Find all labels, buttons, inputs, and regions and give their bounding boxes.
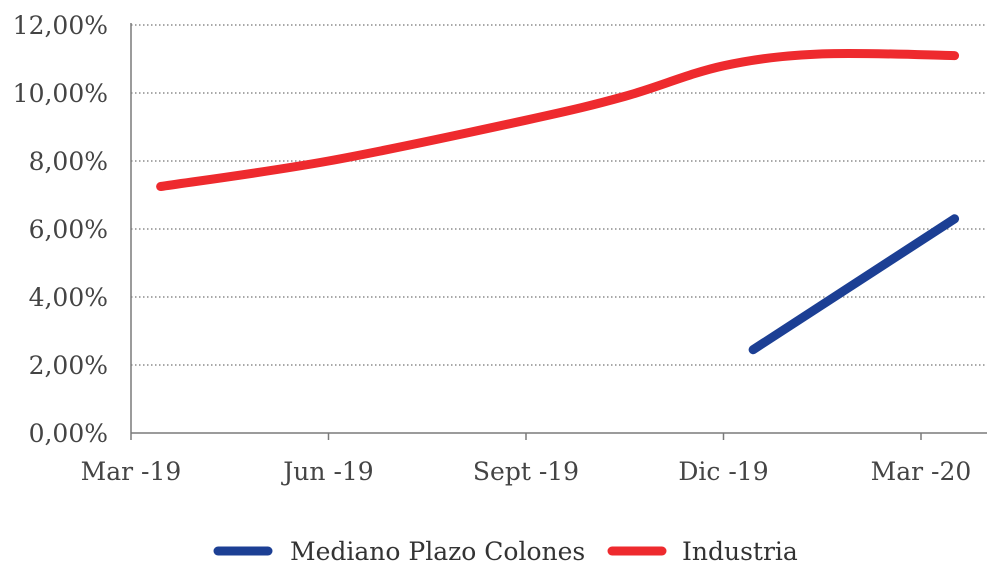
x-tick-label: Dic -19 — [678, 457, 768, 486]
x-tick-label: Jun -19 — [280, 457, 373, 486]
x-tick-label: Mar -20 — [871, 457, 972, 486]
x-tick-labels: Mar -19 Jun -19 Sept -19 Dic -19 Mar -20 — [81, 457, 972, 486]
legend-label: Industria — [682, 537, 798, 563]
y-tick-labels: 0,00% 2,00% 4,00% 6,00% 8,00% 10,00% 12,00% — [13, 11, 108, 448]
series-line-mediano-plazo-colones — [748, 214, 960, 355]
y-tick-label: 12,00% — [13, 11, 108, 40]
y-tick-label: 8,00% — [29, 147, 108, 176]
legend-label: Mediano Plazo Colones — [290, 537, 585, 563]
y-tick-label: 10,00% — [13, 79, 108, 108]
y-tick-label: 0,00% — [29, 419, 108, 448]
legend: Mediano Plazo Colones Industria — [213, 537, 798, 563]
series-line-industria — [156, 48, 960, 191]
y-tick-label: 2,00% — [29, 351, 108, 380]
x-tick-label: Sept -19 — [473, 457, 579, 486]
series-lines — [156, 48, 960, 355]
axes — [130, 23, 987, 440]
y-tick-label: 6,00% — [29, 215, 108, 244]
y-tick-label: 4,00% — [29, 283, 108, 312]
gridlines — [131, 24, 987, 366]
x-tick-label: Mar -19 — [81, 457, 182, 486]
